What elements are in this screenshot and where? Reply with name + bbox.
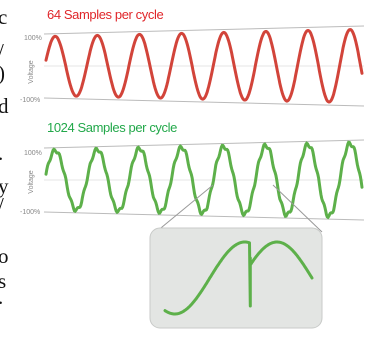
zoom-connector-right bbox=[272, 184, 323, 233]
edge-letter: y bbox=[0, 174, 9, 198]
edge-letter: c bbox=[0, 5, 8, 29]
edge-letter: . bbox=[0, 142, 3, 164]
top-plot-title: 64 Samples per cycle bbox=[47, 7, 164, 22]
top-plot-upper-border bbox=[43, 25, 365, 35]
zoomed-glitch-wave bbox=[163, 240, 314, 316]
bottom-sine-wave bbox=[44, 140, 364, 220]
bottom-plot-title: 1024 Samples per cycle bbox=[47, 120, 177, 135]
bottom-plot: 100% -100% Voltage bbox=[20, 139, 365, 221]
bottom-plot-ytick-top: 100% bbox=[24, 150, 42, 157]
edge-letter: o bbox=[0, 244, 9, 268]
edge-letter: / bbox=[0, 194, 4, 216]
bottom-plot-upper-border bbox=[43, 139, 365, 149]
edge-letter: d bbox=[0, 94, 9, 118]
bottom-plot-lower-border bbox=[43, 211, 365, 221]
top-plot-lower-border bbox=[43, 97, 365, 107]
edge-letter: . bbox=[0, 286, 3, 308]
bottom-plot-ytick-bottom: -100% bbox=[20, 209, 40, 216]
top-plot: 100% -100% Voltage bbox=[20, 25, 365, 107]
top-plot-ylabel: Voltage bbox=[28, 60, 35, 83]
zoom-connector-left bbox=[155, 184, 214, 233]
top-plot-ytick-bottom: -100% bbox=[20, 97, 40, 104]
edge-letter: ) bbox=[0, 62, 5, 84]
bottom-plot-ylabel: Voltage bbox=[28, 170, 35, 193]
edge-letter: s bbox=[0, 269, 7, 293]
zoom-inset bbox=[149, 227, 323, 329]
top-sine-wave bbox=[44, 27, 364, 104]
top-plot-ytick-top: 100% bbox=[24, 35, 42, 42]
edge-letter: / bbox=[0, 40, 4, 62]
